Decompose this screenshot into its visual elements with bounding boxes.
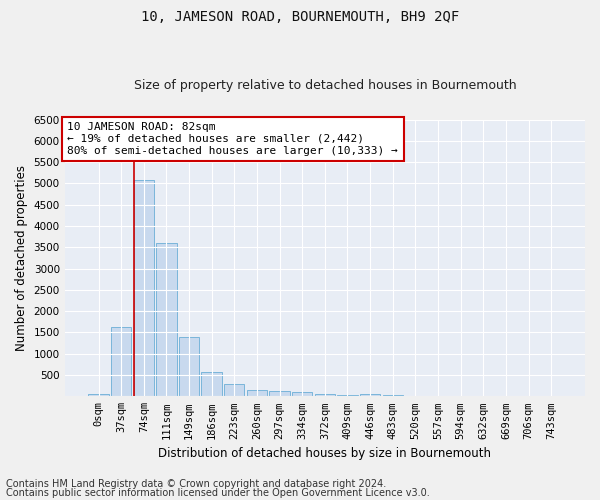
Text: 10 JAMESON ROAD: 82sqm
← 19% of detached houses are smaller (2,442)
80% of semi-: 10 JAMESON ROAD: 82sqm ← 19% of detached…	[67, 122, 398, 156]
Bar	[111, 328, 131, 396]
Title: Size of property relative to detached houses in Bournemouth: Size of property relative to detached ho…	[134, 79, 516, 92]
Bar	[202, 372, 222, 396]
Text: Contains public sector information licensed under the Open Government Licence v3: Contains public sector information licen…	[6, 488, 430, 498]
Text: 10, JAMESON ROAD, BOURNEMOUTH, BH9 2QF: 10, JAMESON ROAD, BOURNEMOUTH, BH9 2QF	[141, 10, 459, 24]
Y-axis label: Number of detached properties: Number of detached properties	[15, 165, 28, 351]
Bar	[156, 243, 176, 396]
Bar	[247, 390, 267, 396]
Bar	[134, 180, 154, 396]
Bar	[314, 394, 335, 396]
Bar	[337, 394, 358, 396]
Bar	[292, 392, 313, 396]
Bar	[269, 391, 290, 396]
Bar	[224, 384, 244, 396]
Bar	[360, 394, 380, 396]
X-axis label: Distribution of detached houses by size in Bournemouth: Distribution of detached houses by size …	[158, 447, 491, 460]
Bar	[88, 394, 109, 396]
Text: Contains HM Land Registry data © Crown copyright and database right 2024.: Contains HM Land Registry data © Crown c…	[6, 479, 386, 489]
Bar	[179, 336, 199, 396]
